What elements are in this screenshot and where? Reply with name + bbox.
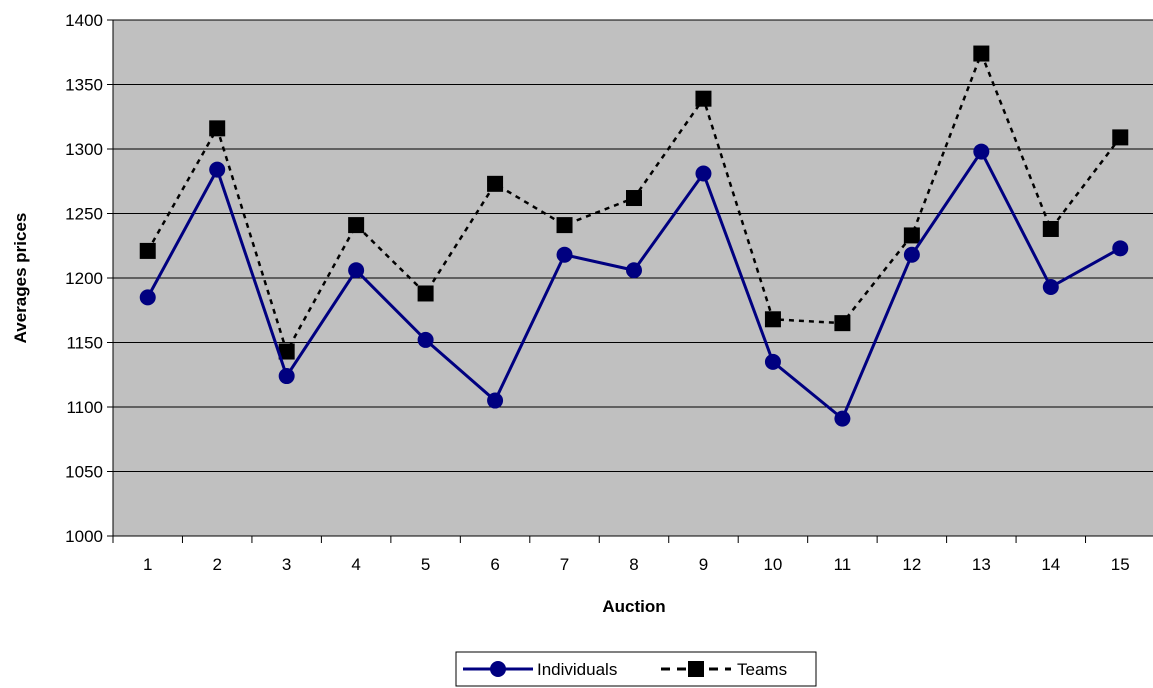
point-teams	[417, 285, 434, 302]
point-teams	[1042, 220, 1059, 237]
x-axis-ticks: 1 2 3 4 5 6 7 8 9 10 11 12 13 14 15	[112, 536, 1130, 574]
y-tick-label: 1000	[65, 527, 103, 546]
point-teams	[834, 315, 851, 332]
point-individuals	[348, 262, 365, 279]
point-individuals	[834, 410, 851, 427]
point-individuals	[764, 353, 781, 370]
point-individuals	[695, 165, 712, 182]
y-tick-label: 1150	[66, 334, 103, 353]
y-axis-ticks: 1000 1050 1100 1150 1200 1250 1300 1350 1400	[65, 11, 113, 546]
point-individuals	[626, 262, 642, 279]
point-teams	[903, 227, 920, 244]
point-teams	[278, 343, 295, 360]
point-teams	[348, 217, 365, 234]
point-teams	[626, 190, 642, 207]
point-individuals	[139, 289, 156, 306]
point-teams	[139, 242, 156, 259]
x-tick-label: 11	[834, 555, 852, 574]
y-tick-label: 1200	[65, 269, 103, 288]
x-tick-label: 7	[560, 555, 569, 574]
y-tick-label: 1300	[65, 140, 103, 159]
y-tick-label: 1050	[65, 463, 103, 482]
x-tick-label: 5	[421, 555, 430, 574]
point-individuals	[973, 143, 990, 160]
y-tick-label: 1250	[65, 205, 103, 224]
x-tick-label: 2	[212, 555, 221, 574]
legend-individuals-label: Individuals	[537, 660, 617, 679]
x-axis-title: Auction	[602, 597, 665, 616]
point-teams	[973, 45, 990, 62]
y-tick-label: 1350	[65, 76, 103, 95]
point-individuals	[1112, 240, 1129, 257]
legend-teams-label: Teams	[737, 660, 787, 679]
x-tick-label: 9	[699, 555, 708, 574]
x-tick-label: 4	[351, 555, 360, 574]
point-individuals	[903, 246, 920, 263]
point-teams	[209, 120, 226, 137]
x-tick-label: 8	[629, 555, 638, 574]
legend-individuals-marker	[490, 661, 506, 677]
x-tick-label: 1	[143, 555, 152, 574]
legend-teams-marker	[688, 661, 704, 677]
x-tick-label: 15	[1111, 555, 1130, 574]
x-tick-label: 12	[902, 555, 921, 574]
legend: Individuals Teams	[455, 651, 817, 687]
x-tick-label: 10	[763, 555, 782, 574]
series-individuals	[139, 143, 1129, 427]
point-teams	[1112, 129, 1129, 146]
y-axis-title: Averages prices	[11, 213, 30, 344]
point-individuals	[487, 392, 504, 409]
point-individuals	[1042, 279, 1059, 296]
point-teams	[556, 217, 573, 234]
point-teams	[487, 175, 504, 192]
point-teams	[695, 90, 712, 107]
point-individuals	[556, 246, 573, 263]
series-group	[139, 45, 1129, 427]
x-tick-label: 13	[972, 555, 991, 574]
point-individuals	[209, 161, 226, 178]
point-individuals	[417, 331, 434, 348]
point-teams	[764, 311, 781, 328]
point-individuals	[278, 368, 295, 385]
x-tick-label: 3	[282, 555, 291, 574]
y-tick-label: 1100	[66, 398, 103, 417]
series-teams	[139, 45, 1129, 360]
x-tick-label: 6	[490, 555, 499, 574]
y-tick-label: 1400	[65, 11, 103, 30]
x-tick-label: 14	[1041, 555, 1060, 574]
